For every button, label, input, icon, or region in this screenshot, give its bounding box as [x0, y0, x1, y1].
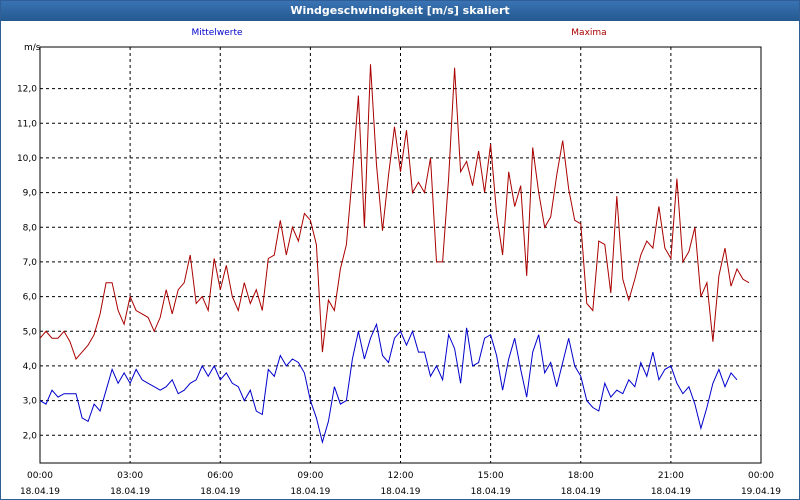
y-tick-label: 3,0 [23, 397, 38, 407]
x-tick-date: 18.04.19 [380, 487, 420, 497]
plot-area-border [39, 46, 762, 464]
y-tick-label: 2,0 [23, 431, 38, 441]
y-axis-label: m/s [24, 43, 41, 53]
x-tick-date: 18.04.19 [20, 487, 60, 497]
x-tick-time: 00:00 [27, 471, 53, 481]
x-tick-date: 18.04.19 [471, 487, 511, 497]
grid [40, 47, 761, 463]
x-tick-date: 18.04.19 [651, 487, 691, 497]
y-tick-label: 7,0 [23, 258, 38, 268]
y-tick-label: 10,0 [17, 154, 37, 164]
legend-max: Maxima [571, 28, 606, 38]
wind-speed-chart: 2,0 3,0 4,0 5,0 6,0 7,0 8,0 9,0 10,0 11,0 12,0 00:… [17, 28, 781, 497]
x-axis-ticks: 00:00 18.04.19 03:00 18.04.19 06:00 18.04.19 0… [20, 471, 781, 497]
x-tick-time: 00:00 [748, 471, 774, 481]
x-tick-date: 18.04.19 [561, 487, 601, 497]
x-tick-date: 18.04.19 [200, 487, 240, 497]
x-tick-time: 06:00 [207, 471, 233, 481]
x-tick-time: 03:00 [117, 471, 143, 481]
y-tick-label: 9,0 [23, 189, 38, 199]
y-tick-label: 5,0 [23, 327, 38, 337]
y-tick-label: 12,0 [17, 85, 37, 95]
y-tick-label: 11,0 [17, 119, 37, 129]
x-tick-time: 09:00 [297, 471, 323, 481]
y-axis-ticks: 2,0 3,0 4,0 5,0 6,0 7,0 8,0 9,0 10,0 11,0 12,0 [17, 85, 37, 442]
window-title: Windgeschwindigkeit [m/s] skaliert [1, 1, 799, 21]
x-tick-time: 18:00 [568, 471, 594, 481]
y-tick-label: 8,0 [23, 223, 38, 233]
series-line-mittelwerte [39, 322, 738, 445]
x-tick-date: 18.04.19 [110, 487, 150, 497]
x-tick-date: 18.04.19 [290, 487, 330, 497]
y-tick-label: 6,0 [23, 293, 38, 303]
x-tick-time: 21:00 [658, 471, 684, 481]
x-tick-time: 12:00 [388, 471, 414, 481]
series-line-maxima [39, 64, 750, 360]
x-tick-date: 19.04.19 [741, 487, 781, 497]
x-tick-time: 15:00 [478, 471, 504, 481]
legend-mean: Mittelwerte [191, 28, 242, 38]
y-tick-label: 4,0 [23, 362, 38, 372]
